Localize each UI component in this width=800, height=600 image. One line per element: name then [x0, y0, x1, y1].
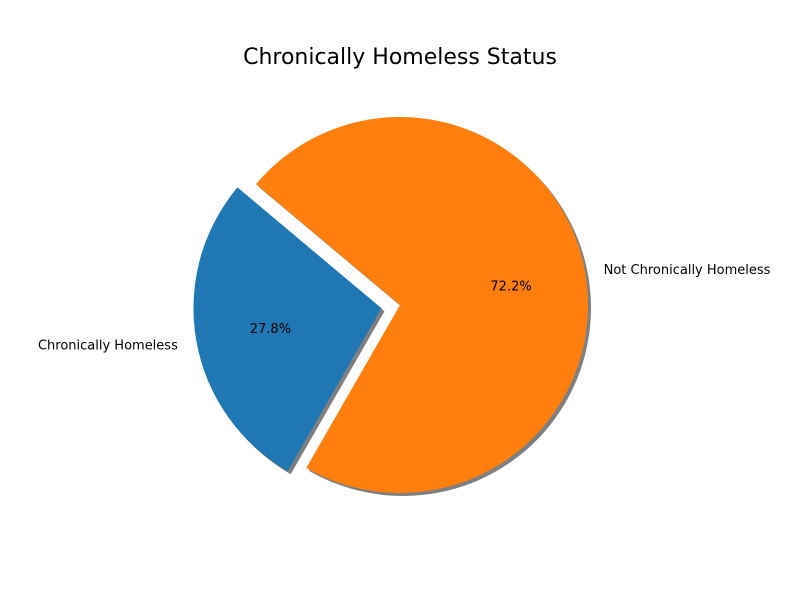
chart-title: Chronically Homeless Status [243, 45, 557, 70]
pie-slice-not-chronically-homeless [255, 116, 588, 494]
pie-slice-group [193, 116, 588, 494]
pie-category-label-chronically-homeless: Chronically Homeless [38, 338, 178, 353]
pie-percent-label-not-chronically-homeless: 72.2% [490, 279, 531, 294]
pie-label-group: 27.8% Chronically Homeless 72.2% Not Chroni… [38, 263, 771, 353]
pie-slice-chronically-homeless [193, 187, 382, 472]
pie-category-label-not-chronically-homeless: Not Chronically Homeless [604, 263, 771, 278]
pie-percent-label-chronically-homeless: 27.8% [250, 322, 291, 337]
